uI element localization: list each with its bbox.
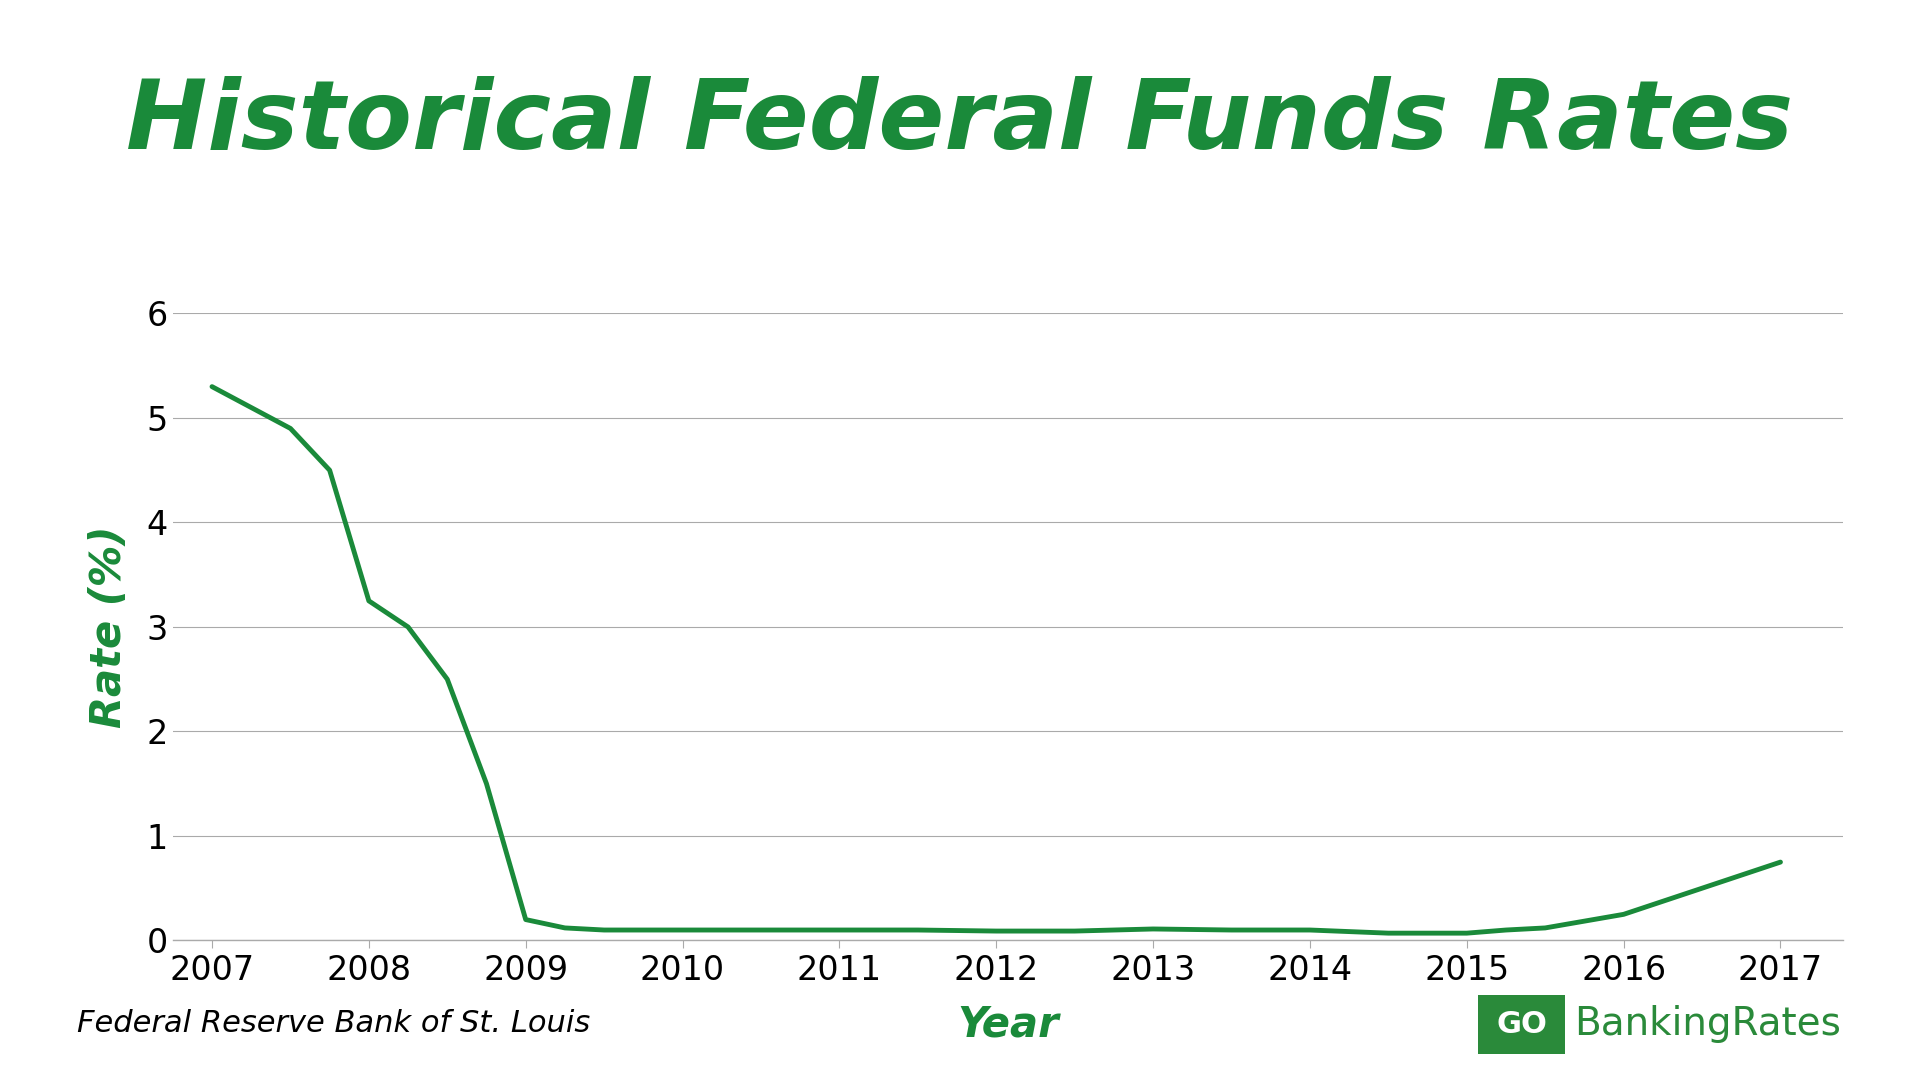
Text: Historical Federal Funds Rates: Historical Federal Funds Rates <box>127 76 1793 169</box>
Text: Federal Reserve Bank of St. Louis: Federal Reserve Bank of St. Louis <box>77 1009 589 1038</box>
Text: BankingRates: BankingRates <box>1574 1005 1841 1043</box>
Text: GO: GO <box>1496 1010 1548 1039</box>
X-axis label: Year: Year <box>958 1003 1058 1045</box>
Y-axis label: Rate (%): Rate (%) <box>88 525 131 729</box>
